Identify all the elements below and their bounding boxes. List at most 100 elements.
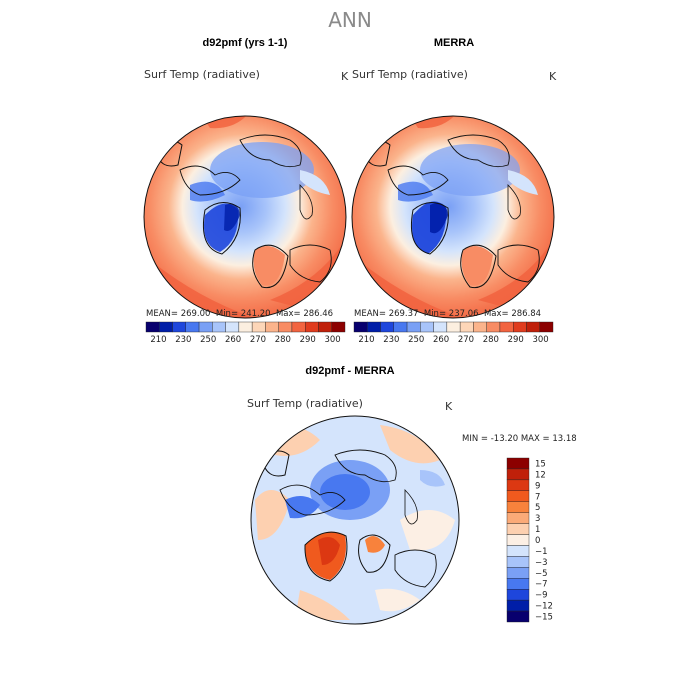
colorbar-swatch [506,534,530,546]
colorbar-swatch [265,321,279,333]
panel-1-stats: MEAN= 269.00 Min= 241.20 Max= 286.46 [146,309,333,319]
colorbar-swatch [433,321,448,333]
colorbar-tick-label: −15 [535,613,553,623]
panel-2-title: MERRA [433,37,475,49]
mean-value: 269.00 [180,309,211,319]
polar-map-difference [250,415,460,625]
colorbar-swatch [506,589,530,601]
colorbar-swatch [291,321,306,333]
colorbar-tick-label: 1 [535,525,540,535]
colorbar-swatch [506,512,530,524]
colorbar-swatch [159,321,173,333]
panel-2-variable: Surf Temp (radiative) [352,68,468,81]
colorbar-tick-label: −5 [535,569,548,579]
colorbar-tick-label: 230 [383,335,399,345]
colorbar-swatch [473,321,487,333]
colorbar-swatch [506,578,530,590]
colorbar-tick-label: 0 [535,536,540,546]
colorbar-swatch [506,479,530,492]
colorbar-tick-label: −12 [535,602,553,612]
colorbar-swatch [406,321,421,333]
colorbar-tick-label: −3 [535,558,548,568]
min-value: 241.20 [240,309,271,319]
colorbar-swatch [331,321,346,333]
colorbar-swatch [198,321,213,333]
colorbar-swatch [145,321,160,333]
colorbar-tick-label: −1 [535,547,548,557]
colorbar-tick-label: 3 [535,514,540,524]
max-label: Max= [483,309,509,319]
colorbar-tick-label: 250 [408,335,424,345]
max-value: 13.18 [552,434,577,444]
colorbar-swatch [506,556,530,568]
colorbar-tick-label: 9 [535,481,540,491]
colorbar-swatch [506,468,530,481]
colorbar-swatch [486,321,501,333]
colorbar-swatch [380,321,394,333]
colorbar-tick-label: 250 [200,335,216,345]
colorbar-tick-label: 300 [532,335,548,345]
colorbar-swatch [367,321,381,333]
panel-1-title: d92pmf (yrs 1-1) [202,37,288,49]
colorbar-swatch [506,490,530,502]
panel-1-variable: Surf Temp (radiative) [144,68,260,81]
colorbar-swatch [539,321,554,333]
polar-map-model [143,115,347,319]
panel-1-units: K [341,70,349,83]
colorbar-swatch [506,610,530,623]
colorbar-tick-label: −9 [535,591,548,601]
colorbar-tick-label: 260 [225,335,241,345]
max-value: 286.46 [303,309,334,319]
panel-3-units: K [445,400,453,413]
min-label: Min= [423,309,447,319]
panel-3-stats: MIN = -13.20 MAX = 13.18 [462,434,577,444]
mean-value: 269.37 [388,309,419,319]
colorbar-merra: 210 230 250 260 270 280 290 300 [353,321,554,345]
colorbar-swatch [506,523,530,535]
colorbar-swatch [172,321,187,333]
colorbar-tick-label: 270 [458,335,474,345]
panel-2-units: K [549,70,557,83]
colorbar-swatch [278,321,293,333]
colorbar-swatch [513,321,527,333]
colorbar-tick-label: 210 [150,335,166,345]
panel-2-stats: MEAN= 269.37 Min= 237.06 Max= 286.84 [354,309,541,319]
mean-label: MEAN= [146,309,178,319]
colorbar-tick-label: 280 [275,335,291,345]
panel-3-title: d92pmf - MERRA [305,365,395,377]
max-label: Max= [275,309,301,319]
colorbar-swatch [251,321,266,333]
colorbar-swatch [499,321,514,333]
colorbar-model: 210 230 250 260 270 280 290 300 [145,321,346,345]
colorbar-tick-label: 15 [535,459,546,469]
colorbar-swatch [506,457,530,470]
colorbar-tick-label: 280 [483,335,499,345]
colorbar-swatch [212,321,226,333]
colorbar-swatch [526,321,540,333]
figure-title: ANN [328,8,372,32]
colorbar-tick-label: 7 [535,492,540,502]
colorbar-swatch [393,321,408,333]
colorbar-swatch [506,599,530,612]
colorbar-swatch [446,321,461,333]
min-label: Min= [215,309,239,319]
colorbar-tick-label: 260 [433,335,449,345]
min-value: -13.20 [490,434,519,444]
mean-label: MEAN= [354,309,386,319]
colorbar-swatch [353,321,368,333]
colorbar-tick-label: 5 [535,503,540,513]
colorbar-tick-label: 270 [250,335,266,345]
panel-3-variable: Surf Temp (radiative) [247,397,363,410]
colorbar-tick-label: 210 [358,335,374,345]
colorbar-tick-label: 290 [508,335,524,345]
polar-map-merra [351,115,555,319]
colorbar-swatch [506,567,530,579]
colorbar-swatch [506,545,530,557]
colorbar-tick-label: −7 [535,580,548,590]
max-label: MAX = [520,434,550,444]
max-value: 286.84 [511,309,542,319]
colorbar-tick-label: 12 [535,470,546,480]
colorbar-swatch [305,321,319,333]
